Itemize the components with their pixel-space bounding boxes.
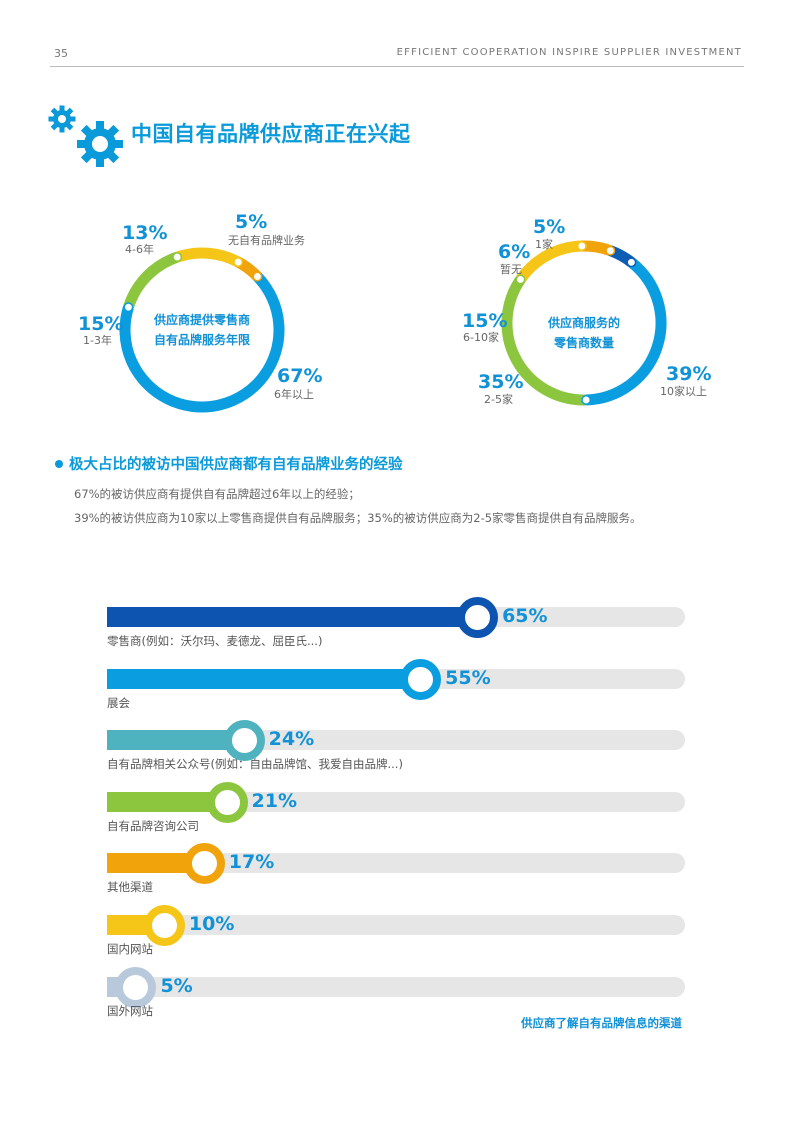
bar-end-marker <box>206 781 248 823</box>
bar-category-label: 国外网站 <box>107 1003 153 1018</box>
donut-segment <box>175 247 241 267</box>
segment-marker <box>605 245 616 256</box>
segment-label: 1-3年 <box>83 334 112 347</box>
segment-percent: 15% <box>78 313 124 335</box>
bar-value-label: 5% <box>160 974 193 997</box>
segment-label: 4-6年 <box>125 243 154 256</box>
bar-end-marker <box>400 658 442 700</box>
segment-label: 10家以上 <box>660 385 707 398</box>
segment-marker <box>252 271 263 282</box>
bar-category-label: 零售商(例如：沃尔玛、麦德龙、屈臣氏...) <box>107 634 323 648</box>
body-text-line: 39%的被访供应商为10家以上零售商提供自有品牌服务；35%的被访供应商为2-5… <box>74 511 642 525</box>
donut-center-line: 零售商数量 <box>553 336 614 350</box>
gear-icon <box>77 121 123 167</box>
bar-value-label: 55% <box>445 666 491 689</box>
donut-segment <box>585 257 667 406</box>
segment-label: 1家 <box>535 238 553 251</box>
segment-marker <box>576 241 587 251</box>
bar <box>107 607 478 627</box>
donut-segment <box>123 251 180 310</box>
bar-end-marker <box>115 966 157 1008</box>
bullet-icon <box>55 460 63 468</box>
bar-value-label: 10% <box>188 913 235 935</box>
segment-percent: 5% <box>235 211 268 233</box>
bar-track <box>107 853 685 874</box>
bar-end-marker <box>183 843 225 885</box>
segment-percent: 35% <box>478 371 524 393</box>
bar-track <box>107 791 685 812</box>
segment-label: 无自有品牌业务 <box>228 234 305 247</box>
bar <box>107 791 227 812</box>
segment-label: 6年以上 <box>274 388 314 401</box>
donut-segment <box>119 272 285 413</box>
bar-category-label: 自有品牌咨询公司 <box>107 818 199 833</box>
segment-marker <box>515 274 526 285</box>
segment-marker <box>233 257 244 267</box>
bar-end-marker <box>223 720 265 762</box>
segment-marker <box>123 302 134 313</box>
segment-percent: 5% <box>533 216 566 238</box>
segment-marker <box>626 257 637 268</box>
donut-center-label: 供应商提供零售商 自有品牌服务年限 <box>142 310 262 350</box>
running-header: EFFICIENT COOPERATION INSPIRE SUPPLIER I… <box>396 47 742 58</box>
page-title: 中国自有品牌供应商正在兴起 <box>131 122 411 146</box>
bar-category-label: 展会 <box>107 695 130 710</box>
page-number: 35 <box>54 47 68 60</box>
segment-percent: 67% <box>277 365 323 387</box>
bar-end-marker <box>143 905 185 946</box>
header-divider <box>50 66 744 67</box>
bar-track <box>107 976 685 997</box>
bar-end-marker <box>457 597 499 638</box>
segment-marker <box>581 395 592 405</box>
segment-percent: 15% <box>462 310 508 332</box>
bar <box>107 730 244 751</box>
segment-percent: 39% <box>666 363 712 385</box>
segment-label: 2-5家 <box>484 393 513 406</box>
segment-percent: 6% <box>498 241 531 263</box>
body-text-line: 67%的被访供应商有提供自有品牌超过6年以上的经验； <box>74 487 360 501</box>
bar-value-label: 17% <box>228 851 275 874</box>
donut-center-label: 供应商服务的 零售商数量 <box>524 313 644 353</box>
donut-chart-service-years <box>119 247 285 413</box>
gear-icon <box>48 105 76 133</box>
bar-category-label: 国内网站 <box>107 942 153 956</box>
donut-center-line: 供应商服务的 <box>547 316 620 330</box>
bar <box>107 853 204 874</box>
donut-chart-retailer-count <box>501 240 667 406</box>
bar-value-label: 65% <box>502 605 548 627</box>
bar-value-label: 21% <box>251 789 298 812</box>
bar-category-label: 自有品牌相关公众号(例如：自由品牌馆、我爱自由品牌...) <box>107 757 403 772</box>
bar-value-label: 24% <box>268 728 315 751</box>
chart-title: 供应商了解自有品牌信息的渠道 <box>521 1016 682 1030</box>
segment-marker <box>172 252 183 263</box>
donut-segment <box>501 276 587 406</box>
bar <box>107 668 421 689</box>
donut-segment <box>515 240 583 283</box>
donut-center-line: 供应商提供零售商 <box>153 313 250 327</box>
segment-percent: 13% <box>122 222 168 244</box>
bar-track <box>107 915 685 935</box>
segment-label: 暂无 <box>500 263 522 276</box>
donut-center-line: 自有品牌服务年限 <box>153 333 250 347</box>
bar-category-label: 其他渠道 <box>107 880 153 895</box>
section-heading: 极大占比的被访中国供应商都有自有品牌业务的经验 <box>69 457 403 473</box>
segment-label: 6-10家 <box>463 331 499 344</box>
